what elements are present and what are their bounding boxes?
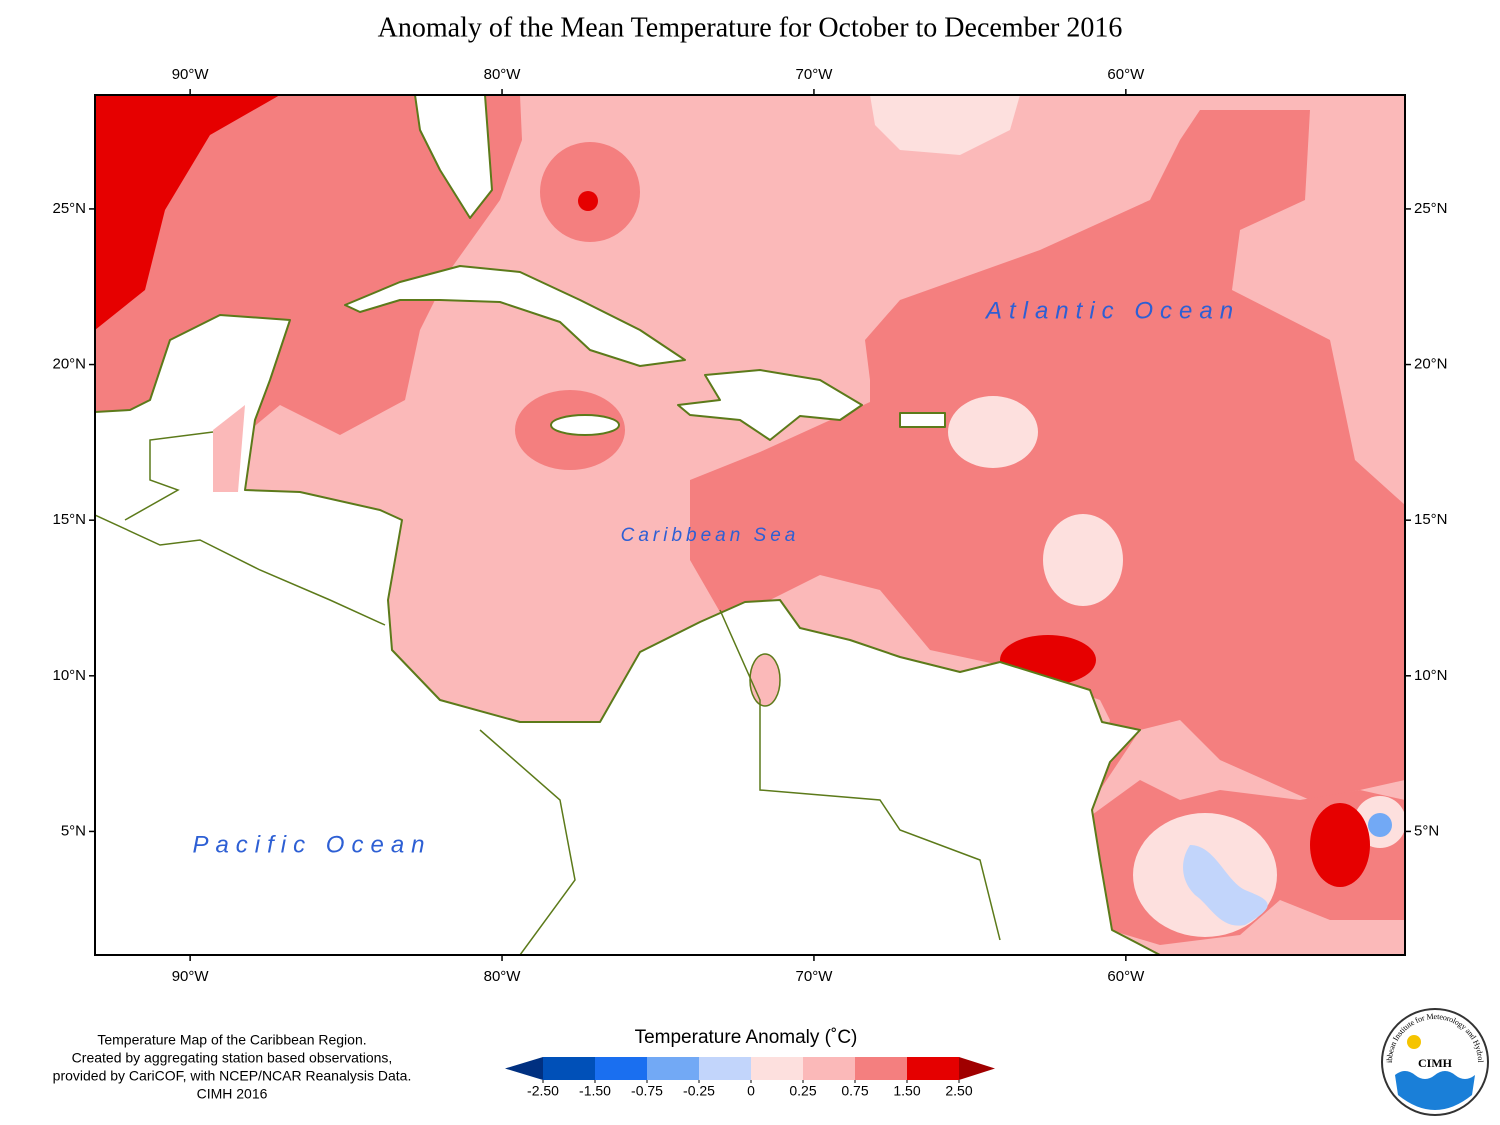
y-tick-label: 10°N bbox=[52, 667, 86, 684]
colorbar-extend-low bbox=[505, 1057, 543, 1080]
map-frame bbox=[94, 94, 1406, 956]
colorbar-segment bbox=[907, 1057, 959, 1080]
y-tick-label: 5°N bbox=[61, 822, 86, 839]
logo-name: CIMH bbox=[1418, 1056, 1453, 1070]
colorbar-extend-high bbox=[959, 1057, 995, 1080]
x-tick-label: 60°W bbox=[1107, 66, 1145, 83]
colorbar-segment bbox=[699, 1057, 751, 1080]
colorbar-segment bbox=[543, 1057, 595, 1080]
y-tick-label: 20°N bbox=[1414, 356, 1448, 373]
colorbar-label: 2.50 bbox=[945, 1083, 972, 1099]
colorbar-label: -2.50 bbox=[527, 1083, 559, 1099]
colorbar-label: -0.75 bbox=[631, 1083, 663, 1099]
colorbar-label: 0.25 bbox=[789, 1083, 816, 1099]
y-tick-label: 25°N bbox=[52, 200, 86, 217]
colorbar-label: -1.50 bbox=[579, 1083, 611, 1099]
x-tick-label: 60°W bbox=[1107, 968, 1145, 985]
y-tick-label: 15°N bbox=[52, 511, 86, 528]
y-tick-label: 5°N bbox=[1414, 822, 1439, 839]
colorbar-segment bbox=[803, 1057, 855, 1080]
x-tick-label: 90°W bbox=[172, 968, 210, 985]
colorbar-segment bbox=[647, 1057, 699, 1080]
y-tick-label: 10°N bbox=[1414, 667, 1448, 684]
x-tick-label: 80°W bbox=[484, 66, 522, 83]
colorbar-label: 0 bbox=[747, 1083, 755, 1099]
colorbar-label: 1.50 bbox=[893, 1083, 920, 1099]
y-tick-label: 15°N bbox=[1414, 511, 1448, 528]
legend-title: Temperature Anomaly (˚C) bbox=[635, 1027, 858, 1048]
credit-line: provided by CariCOF, with NCEP/NCAR Rean… bbox=[53, 1068, 412, 1084]
colorbar-segment bbox=[751, 1057, 803, 1080]
x-tick-label: 70°W bbox=[796, 66, 834, 83]
colorbar-segment bbox=[855, 1057, 907, 1080]
credit-line: Created by aggregating station based obs… bbox=[72, 1050, 393, 1066]
credits: Temperature Map of the Caribbean Region.… bbox=[53, 1032, 412, 1102]
y-tick-label: 20°N bbox=[52, 356, 86, 373]
ocean-label: Atlantic Ocean bbox=[984, 297, 1240, 324]
y-tick-label: 25°N bbox=[1414, 200, 1448, 217]
colorbar-segment bbox=[595, 1057, 647, 1080]
ocean-label: Pacific Ocean bbox=[192, 831, 431, 858]
sea-label: Caribbean Sea bbox=[621, 525, 800, 546]
x-tick-label: 70°W bbox=[796, 968, 834, 985]
credit-line: Temperature Map of the Caribbean Region. bbox=[97, 1032, 366, 1048]
x-tick-label: 90°W bbox=[172, 66, 210, 83]
title: Anomaly of the Mean Temperature for Octo… bbox=[378, 12, 1123, 43]
colorbar-label: 0.75 bbox=[841, 1083, 868, 1099]
colorbar-label: -0.25 bbox=[683, 1083, 715, 1099]
x-tick-label: 80°W bbox=[484, 968, 522, 985]
credit-line: CIMH 2016 bbox=[197, 1086, 268, 1102]
map: Atlantic Ocean Caribbean Sea Pacific Oce… bbox=[95, 95, 1405, 955]
